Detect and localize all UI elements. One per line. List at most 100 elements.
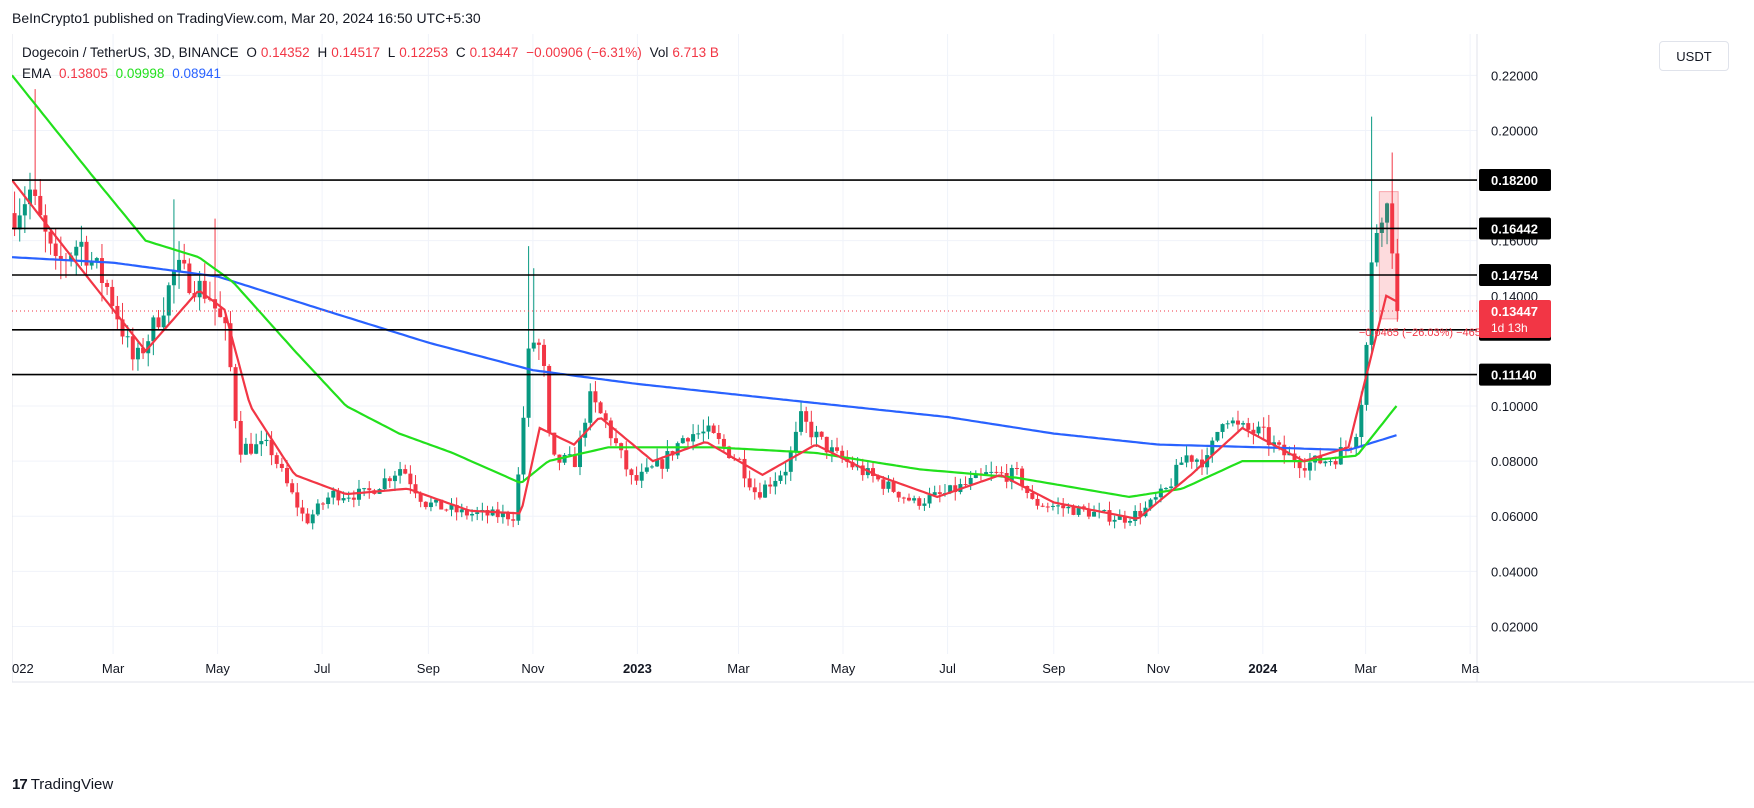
candle-body xyxy=(1225,423,1230,425)
candle-body xyxy=(351,497,356,500)
candle-body xyxy=(392,475,397,482)
candle-body xyxy=(1359,404,1364,438)
candle-body xyxy=(305,513,310,524)
candle-body xyxy=(1030,493,1035,499)
candle-body xyxy=(27,189,32,205)
candle-body xyxy=(434,499,439,503)
candle-body xyxy=(742,458,747,479)
candle-body xyxy=(223,317,228,324)
candle-body xyxy=(418,493,423,502)
candle-body xyxy=(752,487,757,493)
candle-body xyxy=(1323,461,1328,464)
candle-body xyxy=(1338,447,1343,465)
candle-body xyxy=(1066,506,1071,509)
candle-body xyxy=(238,420,243,455)
candle-body xyxy=(105,282,110,287)
x-tick-label: Mar xyxy=(102,661,125,676)
candle-body xyxy=(310,514,315,524)
candle-body xyxy=(937,492,942,494)
ema-long-line xyxy=(12,256,1397,452)
candle-body xyxy=(1184,455,1189,463)
published-line: BeInCrypto1 published on TradingView.com… xyxy=(12,10,481,26)
candle-body xyxy=(69,255,74,261)
candle-body xyxy=(511,519,516,521)
tradingview-logo-icon: 17 xyxy=(12,776,28,793)
candle-body xyxy=(1045,506,1050,508)
tradingview-footer[interactable]: 17 TradingView xyxy=(12,776,113,793)
y-tick-label: 0.06000 xyxy=(1491,509,1538,524)
candle-body xyxy=(1112,519,1117,522)
candle-body xyxy=(202,280,207,299)
candle-body xyxy=(1261,426,1266,428)
candle-body xyxy=(1020,468,1025,486)
candle-body xyxy=(963,484,968,486)
currency-button[interactable]: USDT xyxy=(1659,41,1729,71)
candle-body xyxy=(850,461,855,468)
candle-body xyxy=(896,491,901,498)
x-tick-label: 2024 xyxy=(1248,661,1278,676)
candle-body xyxy=(1122,515,1127,523)
ema-short-value: 0.13805 xyxy=(59,66,108,81)
x-tick-label: Jul xyxy=(314,661,331,676)
price-chart[interactable]: −0.0465 (−26.03%) −4653 0.22000 0.20000 0.1… xyxy=(12,34,1754,764)
chart-area[interactable]: −0.0465 (−26.03%) −4653 0.22000 0.20000 0.1… xyxy=(12,34,1754,764)
candle-body xyxy=(603,413,608,421)
candle-body xyxy=(1086,509,1091,517)
candle-body xyxy=(1009,467,1014,482)
candle-body xyxy=(233,367,238,421)
candle-body xyxy=(598,402,603,414)
level-label-box xyxy=(1479,169,1551,192)
candle-body xyxy=(1241,423,1246,425)
candle-body xyxy=(1235,420,1240,425)
candle-body xyxy=(675,443,680,456)
candle-body xyxy=(1061,505,1066,509)
candle-body xyxy=(583,422,588,438)
candle-body xyxy=(269,439,274,456)
candle-body xyxy=(320,503,325,505)
candle-body xyxy=(1395,253,1400,312)
candle-body xyxy=(1102,510,1107,512)
candle-body xyxy=(58,255,63,261)
candle-body xyxy=(243,443,248,455)
candle-body xyxy=(737,458,742,460)
ema-short-line xyxy=(12,179,1398,520)
ema-label: EMA xyxy=(22,66,52,81)
candle-body xyxy=(932,492,937,496)
candle-body xyxy=(99,258,104,283)
candle-body xyxy=(171,270,176,286)
candle-body xyxy=(881,479,886,489)
candle-body xyxy=(53,243,58,256)
candle-body xyxy=(763,484,768,498)
candle-body xyxy=(613,438,618,444)
candle-body xyxy=(778,475,783,481)
candle-body xyxy=(1076,506,1081,515)
open-label: O xyxy=(246,45,257,60)
tradingview-brand: TradingView xyxy=(30,776,114,793)
candle-body xyxy=(254,444,259,454)
x-tick-label: Mar xyxy=(727,661,750,676)
ohlc-legend: Dogecoin / TetherUS, 3D, BINANCE O 0.1435… xyxy=(22,45,723,60)
candle-body xyxy=(999,472,1004,474)
candle-body xyxy=(177,259,182,271)
candle-body xyxy=(984,472,989,475)
candle-body xyxy=(608,420,613,439)
ema-mid-value: 0.09998 xyxy=(115,66,165,81)
candle-body xyxy=(783,471,788,476)
candle-body xyxy=(444,509,449,511)
high-value: 0.14517 xyxy=(331,45,381,60)
candle-body xyxy=(1354,437,1359,449)
candle-body xyxy=(655,459,660,467)
candle-body xyxy=(1128,520,1133,523)
candle-body xyxy=(156,317,161,328)
candle-body xyxy=(506,512,511,520)
x-tick-label: Nov xyxy=(521,661,545,676)
candle-body xyxy=(336,490,341,501)
candle-body xyxy=(788,452,793,472)
candle-body xyxy=(17,215,22,230)
ema-mid-line xyxy=(12,74,1398,499)
close-label: C xyxy=(455,45,466,60)
candle-body xyxy=(326,497,331,505)
candle-body xyxy=(809,421,814,438)
candle-body xyxy=(1215,431,1220,441)
candle-body xyxy=(968,477,973,485)
